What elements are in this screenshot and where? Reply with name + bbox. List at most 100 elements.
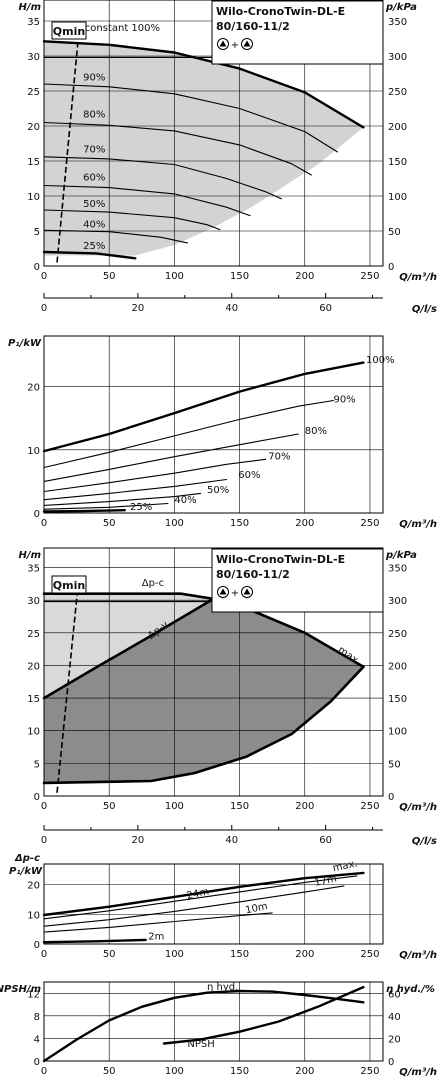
series-line-60 (43, 478, 228, 501)
series-label-10m: 10m (244, 901, 268, 916)
y-right-tick-250: 250 (388, 87, 407, 98)
y-right-tick-0: 0 (388, 1057, 394, 1068)
series-label-60: 60% (238, 470, 260, 481)
title-plus: + (231, 40, 239, 51)
y-right-axis-label: p/kPa (385, 2, 417, 13)
y-right-tick-0: 0 (388, 792, 394, 803)
qmin-label: Qmin (53, 579, 85, 592)
series-label-40: 40% (174, 495, 196, 506)
pump-a-icon-glyph (219, 588, 227, 595)
plot-frame (43, 863, 384, 945)
title-line-2: 80/160-11/2 (216, 20, 290, 33)
x-tick-150: 150 (230, 949, 249, 960)
y-right-tick-350: 350 (388, 564, 407, 575)
chart-p1-dp: 0 50 100 150 200 250 0 10 20 Δp-c P₁/kW Q/m³/h max. 2… (9, 853, 437, 961)
y-tick-10: 10 (27, 192, 40, 203)
y-tick-5: 5 (34, 759, 40, 770)
series-label-25: 25% (130, 502, 152, 513)
x-tick-100: 100 (165, 271, 184, 282)
series-label-100: 100% (366, 355, 395, 366)
x2-axis-label: Q/l/s (412, 836, 437, 847)
y-tick-10: 10 (27, 910, 40, 921)
x-tick-150: 150 (230, 271, 249, 282)
y-tick-35: 35 (27, 17, 40, 28)
x-tick-250: 250 (360, 518, 379, 529)
title-box (211, 0, 384, 65)
series-line-90 (43, 399, 335, 469)
series-line-hyd (42, 989, 365, 1063)
y-right-tick-0: 0 (388, 262, 394, 273)
series-line-80 (43, 121, 312, 176)
x-tick-150: 150 (230, 801, 249, 812)
chart-npsh-eta: 0 50 100 150 200 250 0 4 8 12 0 20 40 60 NPSH/m η hyd./… (0, 981, 437, 1078)
y-right-tick-200: 200 (388, 661, 407, 672)
y-right-tick-150: 150 (388, 694, 407, 705)
qmin-label: Qmin (53, 25, 85, 38)
series-line-2m (42, 938, 147, 944)
y-tick-20: 20 (27, 383, 40, 394)
series-label-50: 50% (207, 485, 229, 496)
plot-frame (43, 547, 384, 797)
title-box (211, 548, 384, 613)
series-label-2m: 2m (148, 932, 164, 943)
y-right-tick-50: 50 (388, 759, 401, 770)
title-line-1: Wilo-CronoTwin-DL-E (216, 5, 345, 18)
series-line-10m (43, 912, 273, 933)
y-tick-15: 15 (27, 157, 40, 168)
y-right-tick-150: 150 (388, 157, 407, 168)
plot-frame (43, 335, 384, 514)
x-tick-0: 0 (41, 1066, 47, 1077)
y-axis-label: NPSH/m (0, 984, 41, 995)
series-label-90: 90% (333, 394, 355, 405)
series-line-25 (42, 509, 127, 513)
x-tick-50: 50 (103, 801, 116, 812)
qmin-line (56, 41, 79, 263)
y-tick-20: 20 (27, 122, 40, 133)
y-right-tick-200: 200 (388, 122, 407, 133)
series-line-24m (43, 875, 358, 920)
y-right-tick-100: 100 (388, 727, 407, 738)
series-label-n-constant-100: n=constant 100% (70, 23, 160, 34)
series-line-60 (43, 184, 251, 217)
y-tick-15: 15 (27, 694, 40, 705)
q-ls-tick-label-0: 0 (41, 303, 47, 314)
q-ls-tick-label-60: 60 (319, 835, 332, 846)
series-line-n-constant-100 (42, 40, 365, 129)
series-label-70: 70% (268, 451, 290, 462)
x-axis-label: Q/m³/h (399, 272, 437, 283)
y-right-tick-300: 300 (388, 52, 407, 63)
q-ls-tick-label-20: 20 (132, 835, 145, 846)
y-tick-35: 35 (27, 564, 40, 575)
q-ls-tick-label-0: 0 (41, 835, 47, 846)
y-right-tick-250: 250 (388, 629, 407, 640)
q-ls-tick-label-60: 60 (319, 303, 332, 314)
y-tick-20: 20 (27, 881, 40, 892)
x-axis-label: Q/m³/h (399, 1067, 437, 1078)
x-tick-150: 150 (230, 1066, 249, 1077)
x-tick-0: 0 (41, 271, 47, 282)
series-line-p-v (42, 597, 215, 700)
plot-frame (43, 0, 384, 267)
y-tick-30: 30 (27, 596, 40, 607)
series-line-80 (43, 433, 299, 482)
series-line-p-c (42, 592, 215, 601)
y-right-tick-300: 300 (388, 596, 407, 607)
qmin-box (51, 575, 87, 594)
y-axis-label: H/m (19, 550, 41, 561)
pump-a-icon-glyph (219, 40, 227, 47)
x-tick-250: 250 (360, 949, 379, 960)
series-line-npsh (162, 985, 365, 1045)
y-axis-label-line2: P₁/kW (9, 866, 43, 877)
x-tick-150: 150 (230, 518, 249, 529)
operating-field (44, 41, 364, 256)
series-label-npsh: NPSH (187, 1039, 214, 1050)
y-tick-0: 0 (34, 262, 40, 273)
x-tick-50: 50 (103, 1066, 116, 1077)
series-line-max (42, 871, 365, 917)
qmin-line (56, 587, 79, 793)
y-right-tick-350: 350 (388, 17, 407, 28)
q-ls-tick-label-20: 20 (132, 303, 145, 314)
series-label-24m: 24m (186, 886, 210, 901)
pump-b-icon-glyph (243, 40, 251, 47)
